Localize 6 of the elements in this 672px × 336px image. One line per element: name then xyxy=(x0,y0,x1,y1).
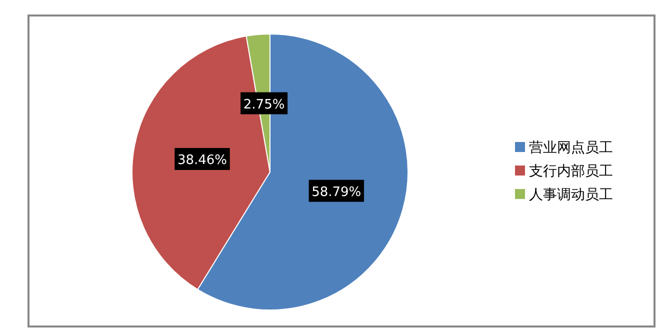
data-label: 2.75% xyxy=(243,97,285,112)
data-label: 58.79% xyxy=(312,184,362,200)
data-label: 38.46% xyxy=(177,152,228,168)
legend-label: 支行内部员工 xyxy=(529,164,613,180)
legend-label: 营业网点员工 xyxy=(529,140,613,156)
legend-label: 人事调动员工 xyxy=(529,187,613,203)
